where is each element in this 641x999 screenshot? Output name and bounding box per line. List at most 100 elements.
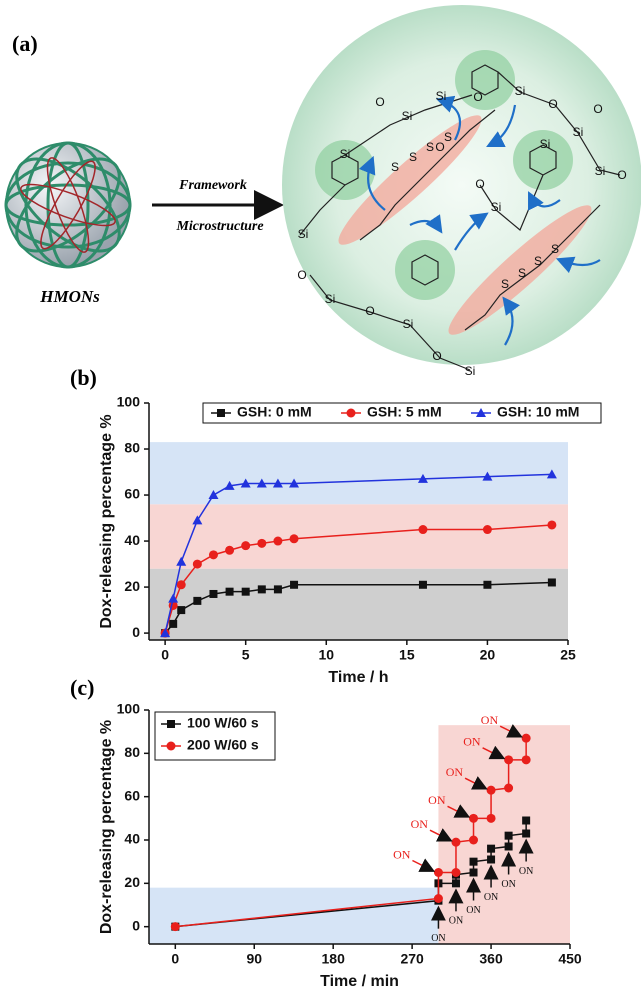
- chart: (c) 0 20 40 60 80 100 0 90 180 270 360 450 Time / min…: [70, 675, 582, 990]
- legend-label: 100 W/60 s: [187, 715, 259, 731]
- annotation: ON: [519, 866, 533, 877]
- caption: HMONs: [39, 287, 100, 306]
- marker: [192, 559, 202, 569]
- marker: [257, 538, 267, 548]
- y-tick-label: 80: [124, 744, 140, 760]
- y-tick-label: 0: [132, 624, 140, 640]
- marker: [469, 868, 478, 877]
- y-tick-label: 80: [124, 440, 140, 456]
- annotation-arrow: [412, 858, 436, 872]
- atom-label: S: [426, 140, 434, 154]
- marker: [167, 720, 175, 728]
- marker: [469, 835, 479, 845]
- x-tick-label: 360: [479, 951, 503, 967]
- legend: 100 W/60 s 200 W/60 s: [154, 711, 276, 761]
- marker: [504, 842, 513, 851]
- marker: [482, 471, 493, 481]
- marker: [522, 829, 531, 838]
- marker: [521, 755, 531, 765]
- marker: [225, 545, 235, 555]
- marker: [257, 585, 266, 594]
- atom-label: O: [548, 97, 557, 111]
- atom-label: Si: [540, 137, 551, 151]
- atom-label: O: [473, 90, 482, 104]
- atom-label: Si: [491, 200, 502, 214]
- marker: [290, 580, 299, 589]
- annotation: ON: [428, 793, 446, 807]
- marker: [487, 844, 496, 853]
- marker: [208, 550, 218, 560]
- marker: [166, 741, 176, 751]
- annotation: ON: [449, 916, 463, 927]
- atom-label: Si: [595, 164, 606, 178]
- marker: [504, 831, 513, 840]
- atom-label: O: [297, 268, 306, 282]
- marker: [521, 733, 531, 743]
- atom-label: S: [444, 130, 452, 144]
- annotation: ON: [466, 905, 480, 916]
- annotation-arrow: [464, 776, 488, 790]
- atom-label: O: [375, 95, 384, 109]
- marker: [547, 520, 557, 530]
- marker: [168, 593, 179, 603]
- y-axis-label: Dox-releasing percentage %: [98, 720, 115, 934]
- panel-label: (a): [12, 31, 38, 56]
- marker: [208, 490, 219, 500]
- atom-label: S: [501, 277, 509, 291]
- x-tick-label: 180: [322, 951, 346, 967]
- atom-label: O: [593, 102, 602, 116]
- marker: [486, 785, 496, 795]
- marker: [217, 409, 225, 417]
- marker: [547, 578, 556, 587]
- sphere-illustration: [4, 141, 132, 269]
- annotation-arrow: [482, 745, 506, 760]
- y-tick-label: 20: [124, 578, 140, 594]
- annotation: ON: [393, 847, 411, 861]
- marker: [418, 580, 427, 589]
- marker: [476, 408, 486, 417]
- x-tick-label: 270: [400, 951, 424, 967]
- x-tick-label: 25: [560, 647, 576, 663]
- charts: (b) 0 20 40 60 80 100 0 5 10 15 20 25 Time / h Dox-rel…: [70, 365, 602, 990]
- atom-label: Si: [573, 125, 584, 139]
- marker: [273, 536, 283, 546]
- y-tick-label: 60: [124, 787, 140, 803]
- y-tick-label: 40: [124, 532, 140, 548]
- marker: [193, 596, 202, 605]
- atom-label: Si: [465, 364, 476, 378]
- atom-label: Si: [325, 292, 336, 306]
- y-axis-label: Dox-releasing percentage %: [98, 414, 115, 628]
- shaded-region: [149, 504, 568, 569]
- x-tick-label: 0: [161, 647, 169, 663]
- legend-label: 200 W/60 s: [187, 737, 259, 753]
- legend-label: GSH: 5 mM: [367, 404, 442, 420]
- marker: [241, 541, 251, 551]
- marker: [289, 478, 300, 488]
- atom-label: O: [617, 168, 626, 182]
- y-tick-label: 100: [117, 701, 141, 717]
- marker: [482, 525, 492, 535]
- annotation-arrow: [447, 804, 471, 818]
- chart: (b) 0 20 40 60 80 100 0 5 10 15 20 25 Time / h Dox-rel…: [70, 365, 602, 686]
- x-tick-label: 10: [318, 647, 334, 663]
- marker: [209, 589, 218, 598]
- x-tick-label: 450: [558, 951, 582, 967]
- x-axis-label: Time / h: [328, 669, 388, 686]
- marker: [504, 755, 514, 765]
- marker: [433, 868, 443, 877]
- atom-label: O: [435, 140, 444, 154]
- annotation: ON: [431, 933, 445, 944]
- atom-label: Si: [298, 227, 309, 241]
- marker: [469, 813, 479, 823]
- annotation: ON: [446, 765, 464, 779]
- annotation: ON: [501, 879, 515, 890]
- marker: [240, 478, 251, 488]
- atom-label: O: [432, 349, 441, 363]
- marker: [451, 879, 460, 888]
- marker: [451, 868, 461, 877]
- marker: [192, 515, 203, 525]
- marker: [224, 480, 235, 490]
- marker: [486, 813, 496, 823]
- marker: [433, 894, 443, 903]
